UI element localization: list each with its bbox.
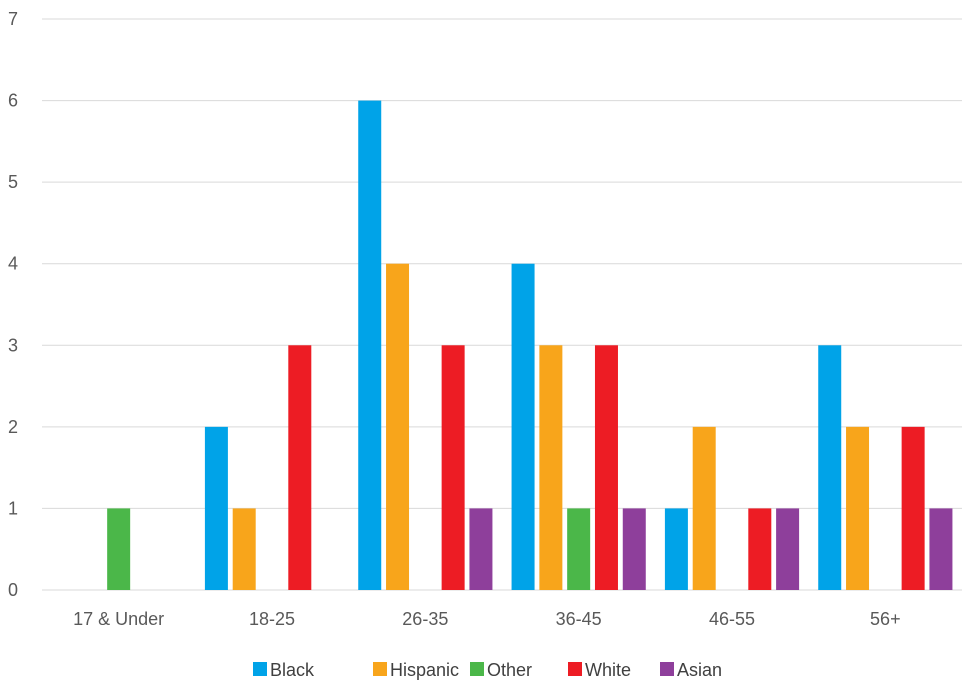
bar-hispanic-2 xyxy=(386,263,410,590)
bar-white-5 xyxy=(901,426,925,590)
bar-white-3 xyxy=(594,345,618,590)
legend-swatch-black xyxy=(253,662,267,676)
bar-black-2 xyxy=(358,100,382,591)
bar-black-4 xyxy=(664,508,688,590)
bar-hispanic-1 xyxy=(232,508,256,590)
legend-label-other: Other xyxy=(487,660,532,680)
bar-hispanic-4 xyxy=(692,426,716,590)
y-tick-label: 1 xyxy=(8,498,18,518)
y-tick-label: 6 xyxy=(8,91,18,111)
x-axis-tick-labels: 17 & Under 18-25 26-35 36-45 46-55 56+ xyxy=(73,609,900,629)
x-tick-label: 17 & Under xyxy=(73,609,164,629)
bar-hispanic-3 xyxy=(539,345,563,590)
bars xyxy=(107,100,953,591)
bar-asian-3 xyxy=(622,508,646,590)
x-tick-label: 56+ xyxy=(870,609,901,629)
bar-black-1 xyxy=(204,426,228,590)
legend-swatch-other xyxy=(470,662,484,676)
x-tick-label: 26-35 xyxy=(402,609,448,629)
bar-asian-5 xyxy=(929,508,953,590)
bar-white-1 xyxy=(288,345,312,590)
legend-swatch-white xyxy=(568,662,582,676)
bar-other-3 xyxy=(567,508,591,590)
bar-hispanic-5 xyxy=(846,426,870,590)
y-axis-tick-labels: 0 1 2 3 4 5 6 7 xyxy=(8,9,18,600)
y-tick-label: 2 xyxy=(8,417,18,437)
bar-asian-2 xyxy=(469,508,493,590)
y-tick-label: 5 xyxy=(8,172,18,192)
legend-swatch-asian xyxy=(660,662,674,676)
y-tick-label: 7 xyxy=(8,9,18,29)
legend-label-white: White xyxy=(585,660,631,680)
grid-lines xyxy=(42,18,962,591)
bar-black-3 xyxy=(511,263,535,590)
x-tick-label: 18-25 xyxy=(249,609,295,629)
legend-label-asian: Asian xyxy=(677,660,722,680)
bar-black-5 xyxy=(818,345,842,590)
bar-other-0 xyxy=(107,508,131,590)
y-tick-label: 3 xyxy=(8,335,18,355)
x-tick-label: 46-55 xyxy=(709,609,755,629)
x-tick-label: 36-45 xyxy=(556,609,602,629)
legend: Black Hispanic Other White Asian xyxy=(253,660,722,680)
y-tick-label: 0 xyxy=(8,580,18,600)
bar-white-2 xyxy=(441,345,465,590)
legend-label-hispanic: Hispanic xyxy=(390,660,459,680)
legend-swatch-hispanic xyxy=(373,662,387,676)
bar-white-4 xyxy=(748,508,772,590)
y-tick-label: 4 xyxy=(8,254,18,274)
legend-label-black: Black xyxy=(270,660,315,680)
bar-asian-4 xyxy=(776,508,800,590)
